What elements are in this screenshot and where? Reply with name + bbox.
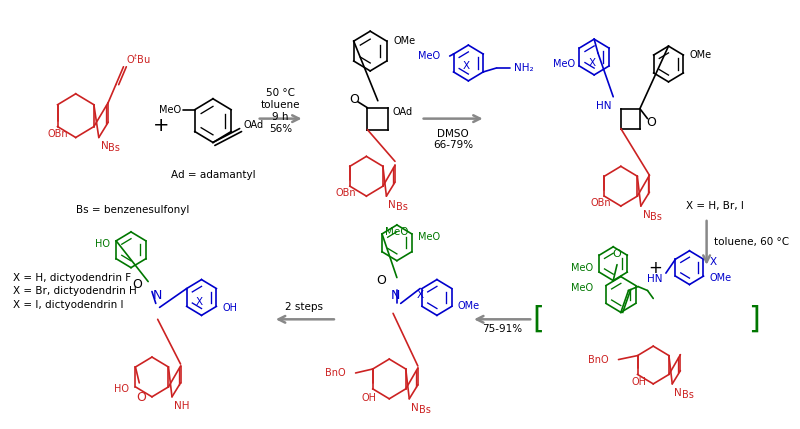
Text: OH: OH [362,393,377,403]
Text: 56%: 56% [269,124,292,133]
Text: Bs: Bs [108,143,120,154]
Text: X = H, Br, I: X = H, Br, I [686,201,743,211]
Text: X = Br, dictyodendrin H: X = Br, dictyodendrin H [13,287,137,296]
Text: OMe: OMe [393,36,415,46]
Text: Bs: Bs [682,390,694,400]
Text: HO: HO [95,239,110,249]
Text: Ad = adamantyl: Ad = adamantyl [170,170,255,180]
Text: 9 h: 9 h [272,112,289,122]
Text: 75-91%: 75-91% [482,324,522,334]
Text: X = I, dictyodendrin I: X = I, dictyodendrin I [13,300,123,311]
Text: O: O [377,274,386,287]
Text: N: N [642,210,650,220]
Text: N: N [411,403,419,413]
Text: OBn: OBn [590,198,611,208]
Text: OH: OH [632,378,647,387]
Text: O: O [349,93,359,106]
Text: toluene, 60 °C: toluene, 60 °C [714,237,790,247]
Text: DMSO: DMSO [438,129,469,139]
Text: N: N [153,290,162,302]
Text: OMe: OMe [458,302,480,311]
Text: NH: NH [174,401,190,411]
Text: BnO: BnO [588,354,609,365]
Text: +: + [154,116,170,135]
Text: NH₂: NH₂ [514,63,534,73]
Text: MeO: MeO [385,227,409,237]
Text: HN: HN [646,274,662,284]
Text: ]: ] [748,305,760,334]
Text: N: N [390,290,400,302]
Text: [: [ [532,305,544,334]
Text: BnO: BnO [326,368,346,378]
Text: MeO: MeO [571,263,593,273]
Text: OMe: OMe [710,273,731,283]
Text: 2 steps: 2 steps [286,302,323,312]
Text: OMe: OMe [690,50,711,60]
Text: MeO: MeO [553,59,575,69]
Text: O: O [646,116,656,129]
Text: X: X [196,297,203,308]
Text: 66-79%: 66-79% [433,140,473,151]
Text: OBn: OBn [336,188,356,198]
Text: MeO: MeO [418,51,440,61]
Text: O: O [613,249,622,259]
Text: X: X [589,58,596,68]
Text: toluene: toluene [261,100,300,110]
Text: N: N [101,142,109,151]
Text: Bs = benzenesulfonyl: Bs = benzenesulfonyl [76,205,189,215]
Text: OAd: OAd [243,120,263,130]
Text: O: O [136,391,146,404]
Text: Bs: Bs [650,212,662,222]
Text: HO: HO [114,384,129,394]
Text: HN: HN [596,101,611,111]
Text: X: X [710,257,717,267]
Text: MeO: MeO [159,105,182,115]
Text: O: O [132,278,142,290]
Text: N: N [388,200,396,210]
Text: X: X [417,290,424,300]
Text: MeO: MeO [418,232,440,242]
Text: O$^t$Bu: O$^t$Bu [126,52,151,66]
Text: OBn: OBn [47,129,68,139]
Text: Bs: Bs [419,405,430,415]
Text: 50 °C: 50 °C [266,88,295,98]
Text: X = H, dictyodendrin F: X = H, dictyodendrin F [13,272,131,283]
Text: X: X [463,61,470,71]
Text: OAd: OAd [392,107,412,117]
Text: N: N [674,388,682,398]
Text: +: + [648,259,662,277]
Text: MeO: MeO [570,283,593,293]
Text: OH: OH [222,303,238,313]
Text: Bs: Bs [396,202,408,212]
